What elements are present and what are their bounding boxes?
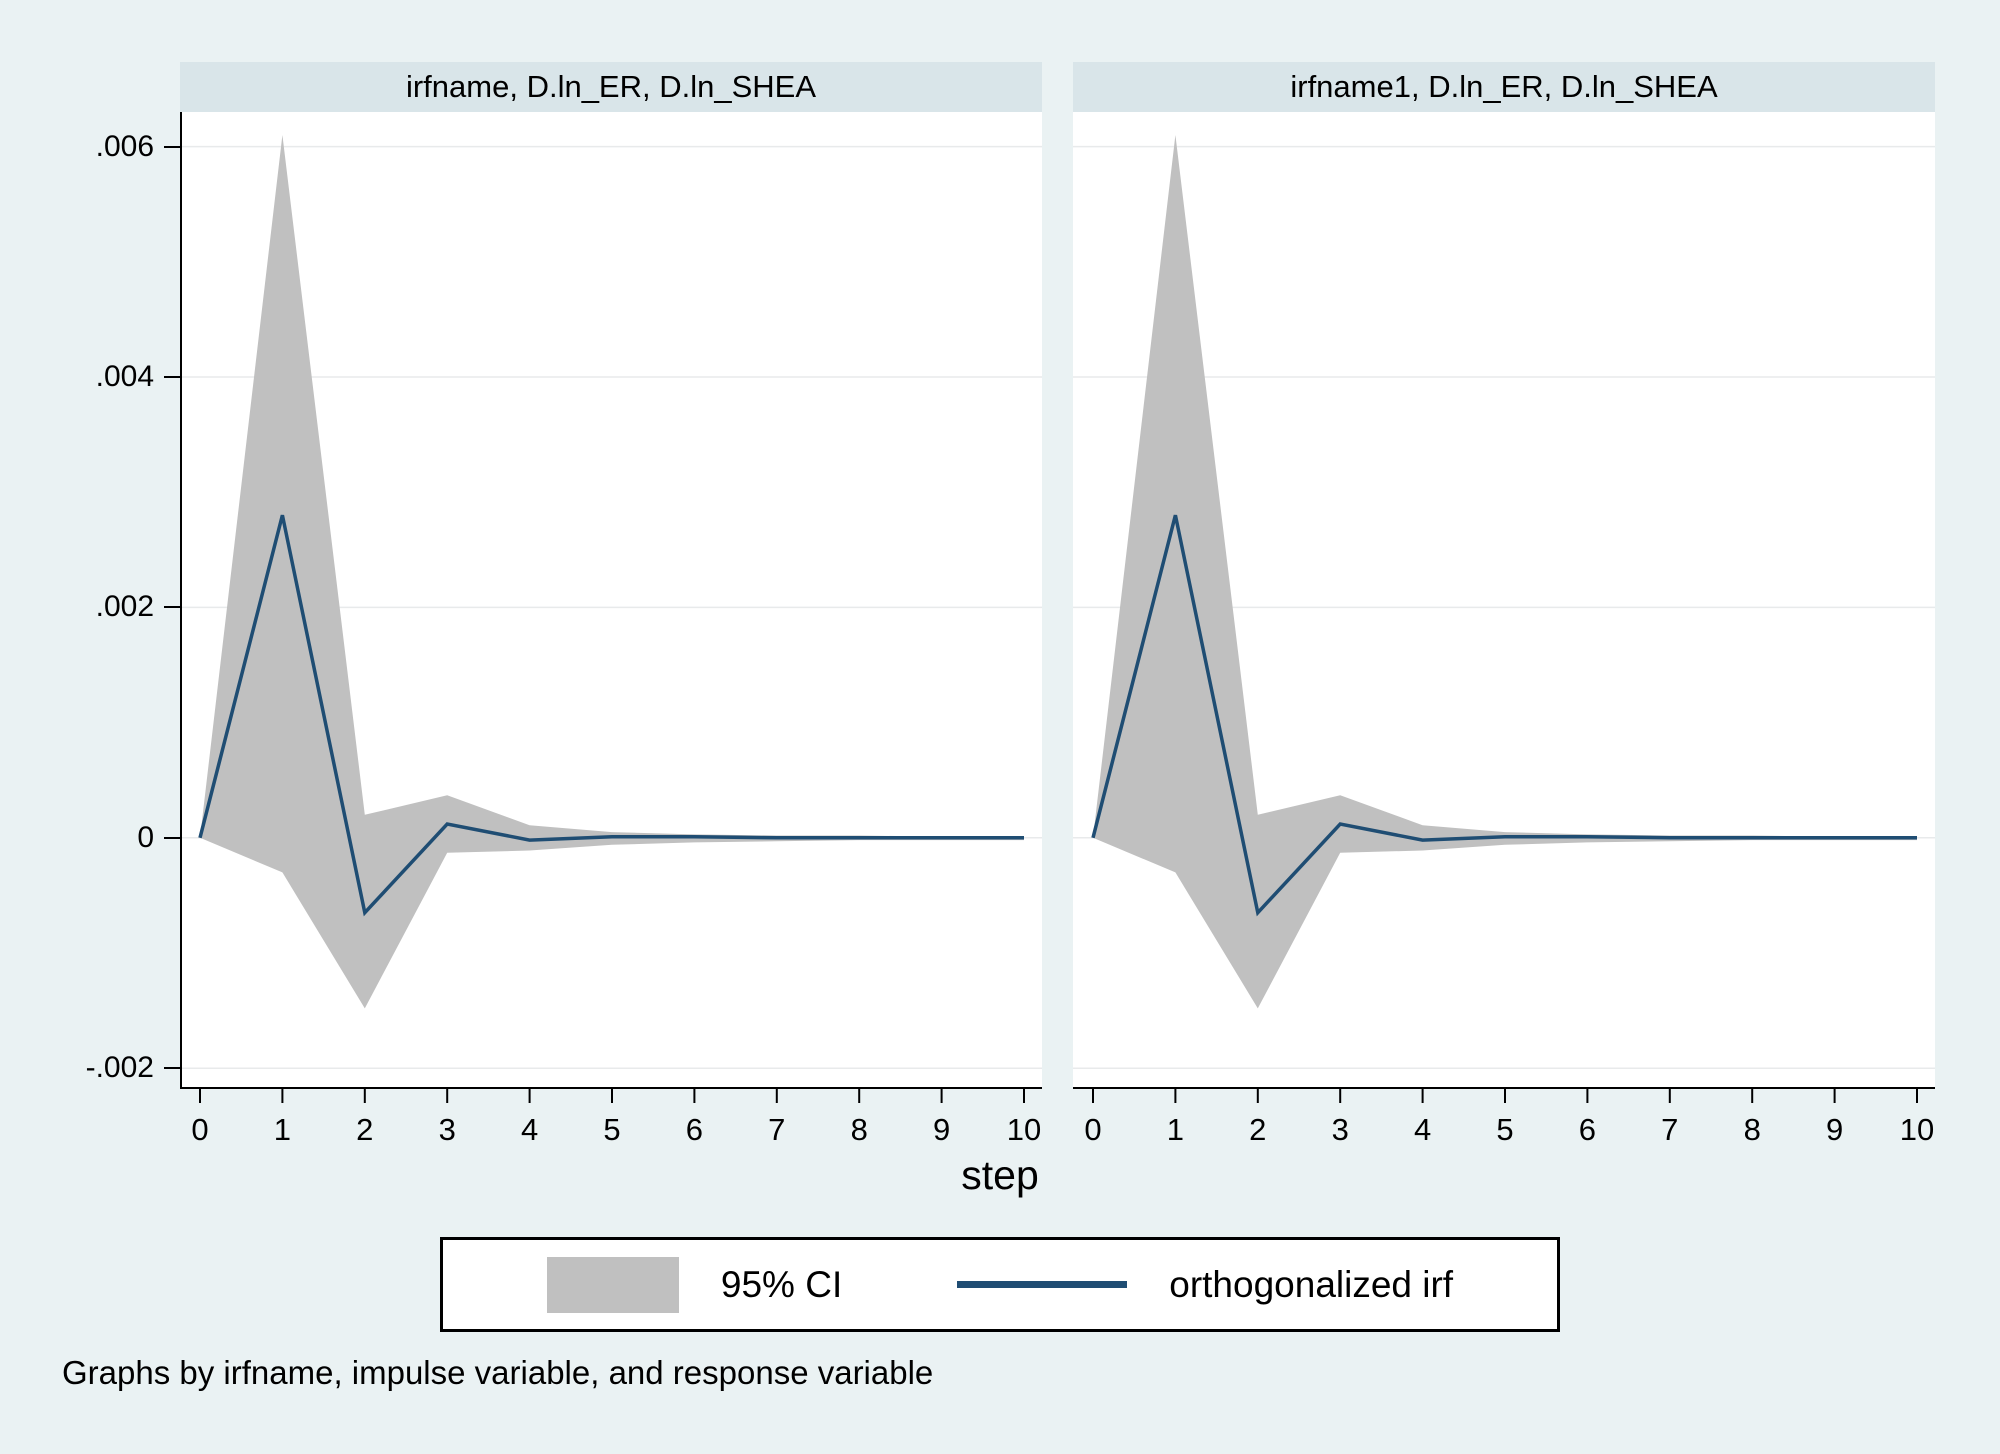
x-tick-label: 5	[603, 1112, 620, 1147]
x-tick-label: 8	[851, 1112, 868, 1147]
y-axis: .006 .004 .002 0 -.002	[0, 112, 180, 1089]
ci-swatch-icon	[546, 1256, 679, 1313]
x-tick-label: 10	[1007, 1112, 1041, 1147]
irf-legend-label: orthogonalized irf	[1169, 1263, 1454, 1305]
x-tick-label: 4	[1414, 1112, 1431, 1147]
y-tick-label: 0	[137, 820, 154, 854]
y-tick	[164, 836, 180, 839]
ci-legend-label: 95% CI	[720, 1263, 843, 1305]
caption: Graphs by irfname, impulse variable, and…	[62, 1354, 934, 1391]
x-tick-label: 1	[1167, 1112, 1184, 1147]
ci-band	[200, 135, 1024, 1009]
y-tick	[164, 1067, 180, 1070]
x-tick-label: 1	[274, 1112, 291, 1147]
y-tick-label: .002	[95, 590, 154, 624]
x-tick-label: 0	[1084, 1112, 1101, 1147]
irf-line	[1091, 514, 1917, 917]
x-tick-label: 3	[439, 1112, 456, 1147]
ci-band	[1093, 135, 1917, 1009]
x-tick-label: 9	[933, 1112, 950, 1147]
y-tick-label: -.002	[85, 1051, 154, 1085]
x-tick-label: 6	[1579, 1112, 1596, 1147]
irf-line	[198, 514, 1024, 917]
x-tick-label: 4	[521, 1112, 538, 1147]
x-tick-label: 10	[1900, 1112, 1934, 1147]
y-tick-label: .004	[95, 359, 154, 393]
x-tick-label: 8	[1744, 1112, 1761, 1147]
irf-line-icon	[957, 1281, 1128, 1288]
x-tick-label: 2	[1249, 1112, 1266, 1147]
plot-irfname: 0 1 2 3 4 5 6 7 8 9 10	[180, 112, 1042, 1147]
plot-irfname1: 0 1 2 3 4 5 6 7 8 9 10	[1073, 112, 1935, 1147]
panel-title-irfname: irfname, D.ln_ER, D.ln_SHEA	[180, 62, 1042, 112]
y-tick-label: .006	[95, 129, 154, 163]
x-tick-label: 5	[1496, 1112, 1513, 1147]
y-tick	[164, 606, 180, 609]
x-tick-label: 7	[768, 1112, 785, 1147]
panel-irfname1: irfname1, D.ln_ER, D.ln_SHEA 0 1 2 3 4 5 6 7 8 9 1…	[1073, 62, 1935, 1157]
legend: 95% CI orthogonalized irf	[440, 1237, 1560, 1332]
x-tick-label: 3	[1332, 1112, 1349, 1147]
y-tick	[164, 375, 180, 378]
x-tick-label: 2	[356, 1112, 373, 1147]
panel-irfname: irfname, D.ln_ER, D.ln_SHEA 0 1 2 3 4 5 6 7 8 9 10	[180, 62, 1042, 1157]
x-axis-title: step	[961, 1152, 1039, 1198]
panel-title-irfname1: irfname1, D.ln_ER, D.ln_SHEA	[1073, 62, 1935, 112]
y-tick	[164, 145, 180, 148]
x-tick-label: 9	[1826, 1112, 1843, 1147]
x-tick-label: 7	[1661, 1112, 1678, 1147]
x-tick-label: 6	[686, 1112, 703, 1147]
x-tick-label: 0	[191, 1112, 208, 1147]
